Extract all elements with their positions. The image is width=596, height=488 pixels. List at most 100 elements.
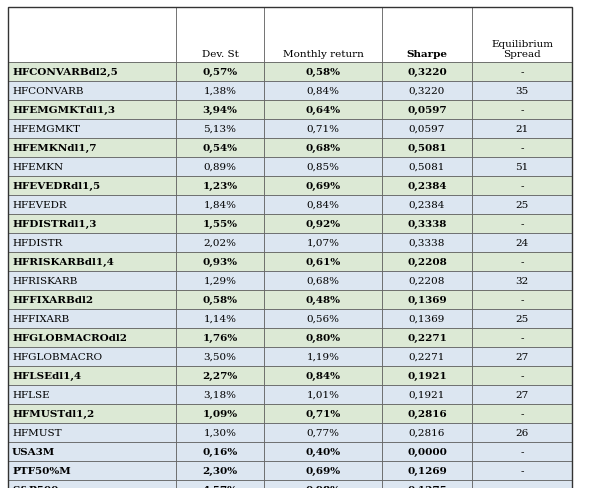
Text: HFDISTR: HFDISTR [12,239,63,247]
Text: 0,71%: 0,71% [305,409,341,418]
Bar [382,328,472,347]
Text: -: - [520,295,524,305]
Bar [8,215,176,234]
Bar [8,328,176,347]
Text: 1,09%: 1,09% [203,409,238,418]
Text: 0,0597: 0,0597 [409,125,445,134]
Text: -: - [520,333,524,342]
Bar [382,158,472,177]
Bar [382,290,472,309]
Bar [264,82,382,101]
Text: 0,0000: 0,0000 [407,447,447,456]
Bar [8,385,176,404]
Bar [176,82,264,101]
Bar [264,366,382,385]
Bar [264,252,382,271]
Bar [176,309,264,328]
Bar [8,480,176,488]
Bar [472,404,572,423]
Bar [264,101,382,120]
Text: HFEMKN: HFEMKN [12,163,63,172]
Text: -: - [520,485,524,488]
Bar [8,290,176,309]
Text: 2,30%: 2,30% [203,466,238,475]
Bar [8,63,176,82]
Text: Equilibrium
Spread: Equilibrium Spread [491,40,553,59]
Text: Sharpe: Sharpe [406,50,448,59]
Text: 0,1269: 0,1269 [407,466,447,475]
Text: 0,80%: 0,80% [305,333,340,342]
Bar [472,271,572,290]
Text: 0,69%: 0,69% [305,466,340,475]
Bar [382,271,472,290]
Text: -: - [520,371,524,380]
Text: -: - [520,466,524,475]
Text: 0,92%: 0,92% [305,220,340,228]
Text: 3,94%: 3,94% [203,106,237,115]
Text: 1,38%: 1,38% [203,87,237,96]
Bar [176,139,264,158]
Bar [382,120,472,139]
Text: HFMUST: HFMUST [12,428,61,437]
Bar [8,461,176,480]
Bar [382,82,472,101]
Bar [176,252,264,271]
Bar [176,442,264,461]
Text: 0,1921: 0,1921 [407,371,447,380]
Bar [176,423,264,442]
Text: 0,56%: 0,56% [306,314,340,324]
Text: 0,84%: 0,84% [306,87,340,96]
Bar [382,8,472,63]
Text: 0,69%: 0,69% [305,182,340,191]
Bar [264,158,382,177]
Text: 0,54%: 0,54% [203,143,237,153]
Bar [8,252,176,271]
Bar [472,120,572,139]
Bar [176,101,264,120]
Bar [382,139,472,158]
Text: 0,2384: 0,2384 [407,182,447,191]
Bar [8,82,176,101]
Text: 0,84%: 0,84% [306,371,340,380]
Text: 0,5081: 0,5081 [409,163,445,172]
Text: 0,3338: 0,3338 [409,239,445,247]
Bar [8,366,176,385]
Text: 0,1369: 0,1369 [409,314,445,324]
Bar [264,328,382,347]
Text: HFLSE: HFLSE [12,390,49,399]
Bar [176,290,264,309]
Text: 0,2271: 0,2271 [409,352,445,361]
Bar [472,385,572,404]
Bar [264,177,382,196]
Text: HFRISKARBdl1,4: HFRISKARBdl1,4 [12,258,114,266]
Bar [472,63,572,82]
Text: 21: 21 [516,125,529,134]
Text: 0,98%: 0,98% [306,485,340,488]
Bar [176,158,264,177]
Bar [8,120,176,139]
Text: HFLSEdl1,4: HFLSEdl1,4 [12,371,81,380]
Text: HFFIXARBdl2: HFFIXARBdl2 [12,295,93,305]
Text: 0,3338: 0,3338 [407,220,446,228]
Bar [176,347,264,366]
Bar [176,385,264,404]
Text: HFMUSTdl1,2: HFMUSTdl1,2 [12,409,94,418]
Text: -: - [520,258,524,266]
Text: 0,84%: 0,84% [306,201,340,209]
Bar [264,423,382,442]
Bar [472,309,572,328]
Bar [264,480,382,488]
Text: -: - [520,143,524,153]
Text: 32: 32 [516,276,529,285]
Text: 0,2816: 0,2816 [409,428,445,437]
Bar [264,196,382,215]
Bar [472,8,572,63]
Text: 1,14%: 1,14% [203,314,237,324]
Bar [8,347,176,366]
Bar [472,252,572,271]
Text: 0,61%: 0,61% [305,258,341,266]
Bar [8,423,176,442]
Bar [472,366,572,385]
Text: HFDISTRdl1,3: HFDISTRdl1,3 [12,220,97,228]
Bar [176,8,264,63]
